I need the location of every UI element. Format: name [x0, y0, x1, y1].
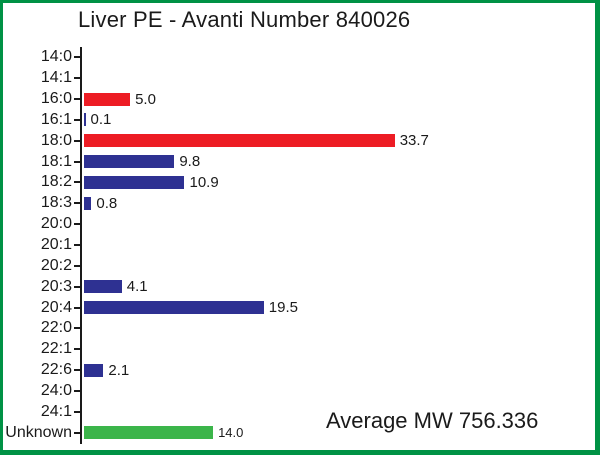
bar	[84, 280, 122, 294]
category-label: 20:1	[40, 236, 72, 254]
chart-row: 16:0 5.0	[3, 89, 595, 110]
bar	[84, 113, 86, 127]
axis-tick	[74, 389, 80, 392]
category-label: 20:3	[40, 277, 72, 295]
bar	[84, 426, 214, 440]
value-label: 19.5	[268, 299, 298, 317]
chart-row: 14:1	[3, 68, 595, 89]
category-label: 24:0	[40, 381, 72, 399]
axis-tick	[74, 223, 80, 226]
axis-tick	[74, 244, 80, 247]
chart-row: 20:2	[3, 255, 595, 276]
value-label: 5.0	[135, 90, 156, 108]
chart-row: 22:0	[3, 318, 595, 339]
value-label: 0.1	[90, 111, 112, 129]
axis-tick	[74, 181, 80, 184]
bar	[84, 134, 395, 148]
category-label: 20:2	[40, 256, 72, 274]
axis-tick	[74, 285, 80, 288]
chart-row: 18:2 10.9	[3, 172, 595, 193]
axis-tick	[74, 410, 80, 413]
category-label: 22:0	[40, 319, 72, 337]
value-label: 4.1	[126, 278, 148, 296]
axis-tick	[74, 369, 80, 372]
chart-row: 24:1	[3, 401, 595, 422]
bar	[84, 92, 131, 106]
value-label: 33.7	[399, 132, 429, 150]
y-axis-line	[80, 47, 82, 444]
chart-row: 16:1 0.1	[3, 110, 595, 131]
category-label: 16:1	[40, 110, 72, 128]
category-label: 24:1	[40, 402, 72, 420]
chart-row: 20:4 19.5	[3, 297, 595, 318]
value-label: 0.8	[96, 194, 118, 212]
bar	[84, 155, 175, 169]
chart-row: 20:1	[3, 235, 595, 256]
bar	[84, 363, 104, 377]
value-label: 9.8	[179, 153, 201, 171]
category-label: 18:0	[40, 131, 72, 149]
chart-row: 22:1	[3, 339, 595, 360]
chart-row: 20:3 4.1	[3, 276, 595, 297]
category-label: 14:0	[40, 48, 72, 66]
chart-title: Liver PE - Avanti Number 840026	[78, 7, 411, 32]
bar	[84, 175, 185, 189]
axis-tick	[74, 139, 80, 142]
axis-tick	[74, 264, 80, 267]
axis-tick	[74, 98, 80, 101]
chart-row: 18:3 0.8	[3, 193, 595, 214]
category-label: 20:4	[40, 298, 72, 316]
axis-tick	[74, 306, 80, 309]
chart-row: 20:0	[3, 214, 595, 235]
chart-row: 24:0	[3, 381, 595, 402]
axis-tick	[74, 348, 80, 351]
axis-tick	[74, 118, 80, 121]
category-label: Unknown	[5, 423, 72, 441]
category-label: 22:6	[40, 361, 72, 379]
category-label: 16:0	[40, 90, 72, 108]
axis-tick	[74, 431, 80, 434]
bar	[84, 301, 264, 315]
average-mw-annotation: Average MW 756.336	[326, 408, 539, 433]
category-label: 18:2	[40, 173, 72, 191]
chart-row: 18:1 9.8	[3, 151, 595, 172]
axis-tick	[74, 56, 80, 59]
plot-area: Liver PE - Avanti Number 840026 14:0 14:1…	[3, 3, 595, 450]
value-label: 2.1	[108, 361, 130, 379]
axis-tick	[74, 327, 80, 330]
chart-row: Unknown 14.0	[3, 422, 595, 443]
category-label: 18:1	[40, 152, 72, 170]
chart-row: 14:0	[3, 47, 595, 68]
chart-row: 18:0 33.7	[3, 130, 595, 151]
category-label: 22:1	[40, 340, 72, 358]
category-label: 20:0	[40, 215, 72, 233]
axis-tick	[74, 160, 80, 163]
axis-tick	[74, 77, 80, 80]
bar	[84, 196, 92, 210]
value-label: 10.9	[189, 173, 219, 191]
category-label: 14:1	[40, 69, 72, 87]
value-label: 14.0	[218, 425, 244, 441]
bar-rows: 14:0 14:1 16:0 5.0 16:1 0.1 18:0 33.7 18:1 9.8 18:…	[3, 47, 595, 443]
chart-row: 22:6 2.1	[3, 360, 595, 381]
axis-tick	[74, 202, 80, 205]
category-label: 18:3	[40, 194, 72, 212]
